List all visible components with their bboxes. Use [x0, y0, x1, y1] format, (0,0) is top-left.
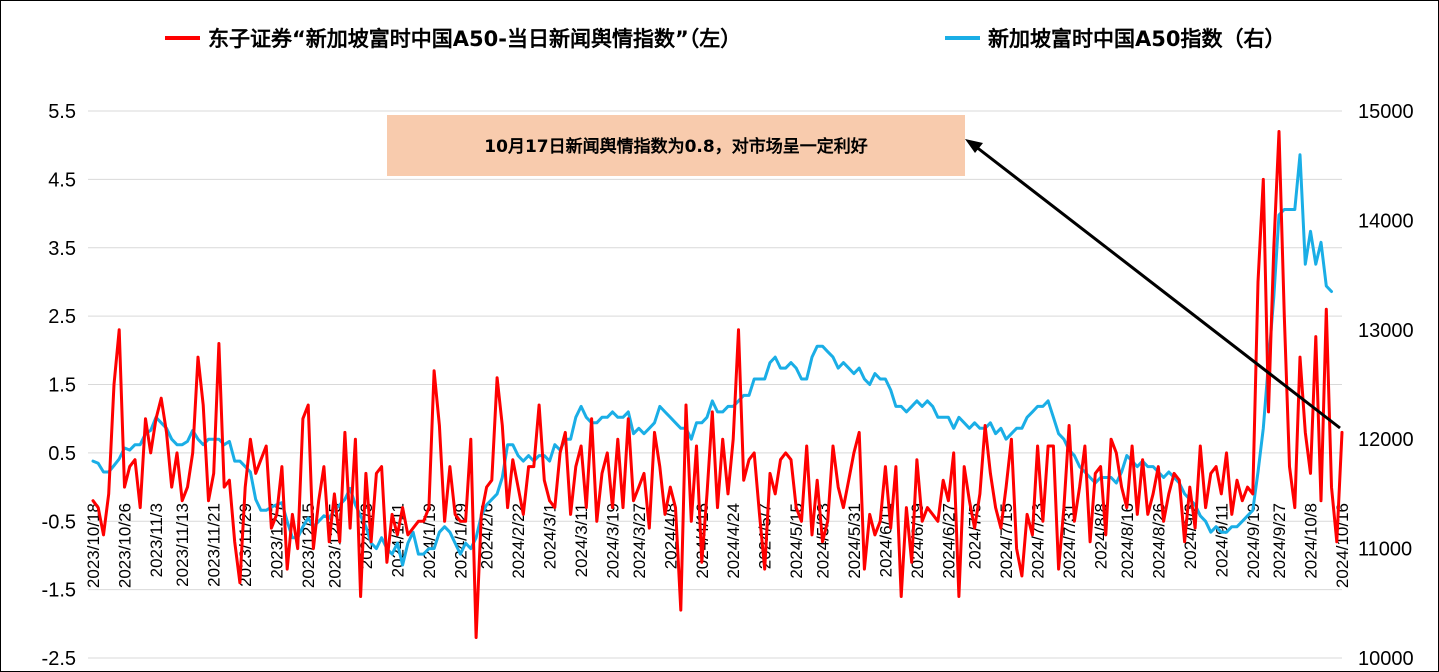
left-tick-label: -1.5: [42, 580, 76, 602]
x-tick-label: 2024/9/11: [1212, 503, 1231, 577]
x-tick-label: 2024/9/27: [1270, 503, 1289, 579]
series-line-sentiment-index: [91, 130, 1344, 639]
x-tick-label: 2024/3/19: [604, 503, 623, 579]
x-tick-label: 2024/2/22: [509, 503, 528, 579]
x-tick-label: 2023/12/15: [299, 503, 318, 588]
right-axis-ticks: 10000 11000 12000 13000 14000 15000: [1358, 101, 1414, 670]
x-tick-label: 2024/7/5: [966, 503, 985, 569]
x-tick-label: 2024/3/27: [630, 503, 649, 579]
annotation-text: 10月17日新闻舆情指数为0.8，对市场呈一定利好: [484, 136, 867, 157]
left-tick-label: 5.5: [48, 101, 76, 123]
annotation-callout: 10月17日新闻舆情指数为0.8，对市场呈一定利好: [387, 115, 1341, 430]
x-tick-label: 2023/11/3: [147, 503, 166, 577]
right-tick-label: 12000: [1358, 429, 1414, 451]
x-tick-label: 2024/4/24: [724, 503, 743, 579]
x-tick-label: 2024/9/19: [1244, 503, 1263, 579]
series-lines: [91, 130, 1344, 639]
right-tick-label: 15000: [1358, 101, 1414, 123]
x-tick-label: 2023/10/18: [84, 503, 103, 588]
right-tick-label: 14000: [1358, 210, 1414, 232]
gridlines: [88, 110, 1342, 659]
x-tick-label: 2024/10/16: [1333, 503, 1352, 588]
left-tick-label: -2.5: [42, 648, 76, 670]
x-tick-label: 2023/10/26: [115, 503, 134, 588]
x-tick-label: 2024/5/31: [845, 503, 864, 579]
annotation-arrow: [974, 144, 1341, 430]
x-tick-label: 2023/11/13: [173, 503, 192, 587]
annotation-box: [387, 115, 965, 176]
left-tick-label: 2.5: [48, 306, 76, 328]
left-tick-label: -0.5: [42, 511, 76, 533]
right-tick-label: 13000: [1358, 320, 1414, 342]
x-tick-label: 2023/11/21: [205, 503, 224, 587]
legend-label-blue: 新加坡富时中国A50指数（右）: [988, 27, 1285, 51]
legend: 东子证券“新加坡富时中国A50-当日新闻舆情指数”（左） 新加坡富时中国A50指…: [165, 27, 1285, 51]
x-tick-label: 2024/8/16: [1118, 503, 1137, 579]
x-tick-label: 2024/3/11: [572, 503, 591, 577]
x-tick-label: 2024/6/27: [939, 503, 958, 579]
left-tick-label: 4.5: [48, 169, 76, 191]
left-tick-label: 0.5: [48, 443, 76, 465]
arrowhead-icon: [965, 139, 983, 153]
legend-label-red: 东子证券“新加坡富时中国A50-当日新闻舆情指数”（左）: [208, 27, 741, 51]
right-tick-label: 10000: [1358, 648, 1414, 670]
x-tick-label: 2024/7/15: [997, 503, 1016, 579]
left-tick-label: 1.5: [48, 375, 76, 397]
x-tick-label: 2024/10/8: [1302, 503, 1321, 579]
x-tick-label: 2024/3/1: [541, 503, 560, 569]
left-tick-label: 3.5: [48, 238, 76, 260]
right-tick-label: 11000: [1358, 539, 1412, 561]
left-axis-ticks: -2.5 -1.5 -0.5 0.5 1.5 2.5 3.5 4.5 5.5: [42, 101, 76, 670]
